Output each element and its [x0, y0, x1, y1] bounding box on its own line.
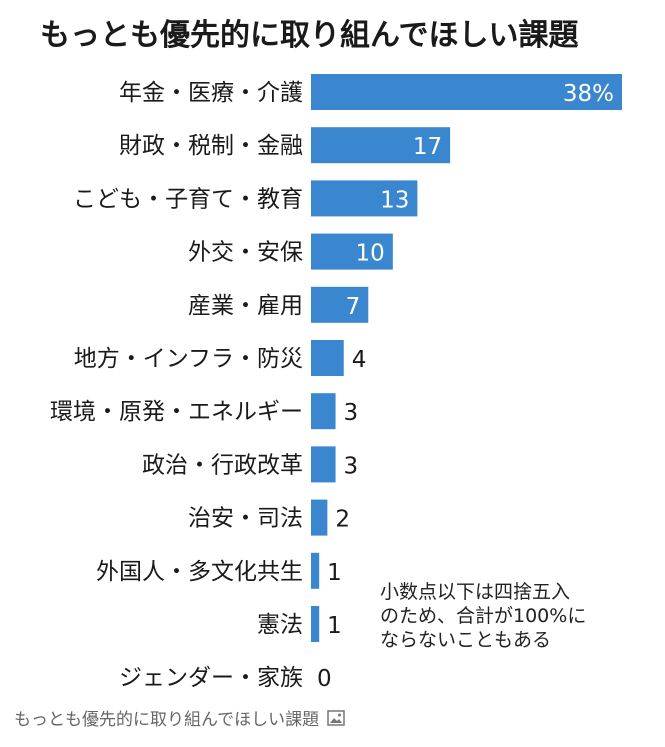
- value-label: 3: [344, 400, 359, 426]
- value-label: 1: [327, 560, 342, 586]
- category-label: 地方・インフラ・防災: [74, 346, 303, 372]
- caption-text: もっとも優先的に取り組んでほしい課題: [14, 710, 320, 730]
- category-label: 財政・税制・金融: [119, 133, 303, 159]
- category-label: 産業・雇用: [188, 293, 303, 319]
- category-label: 治安・司法: [188, 506, 303, 532]
- bar: [311, 499, 328, 536]
- value-label: 7: [346, 294, 361, 320]
- rounding-note: 小数点以下は四捨五入 のため、合計が100%に ならないこともある: [380, 581, 587, 651]
- bar: [311, 606, 320, 642]
- bar: [311, 340, 344, 376]
- category-label: 憲法: [257, 612, 303, 638]
- chart-title: もっとも優先的に取り組んでほしい課題: [40, 18, 579, 53]
- category-label: 外国人・多文化共生: [96, 559, 303, 585]
- image-icon[interactable]: [327, 709, 345, 726]
- bar: [311, 393, 336, 430]
- bar: [311, 233, 393, 270]
- category-label: 年金・医療・介護: [119, 80, 303, 106]
- value-label: 38%: [563, 81, 614, 107]
- value-label: 3: [344, 453, 359, 479]
- figure-caption: もっとも優先的に取り組んでほしい課題: [14, 705, 345, 730]
- category-label: 環境・原発・エネルギー: [50, 399, 303, 425]
- category-label: 外交・安保: [188, 240, 303, 266]
- value-label: 0: [317, 666, 332, 692]
- bar: [311, 180, 418, 217]
- value-label: 4: [352, 347, 367, 373]
- bar: [311, 446, 336, 483]
- bar: [311, 74, 622, 110]
- category-label: こども・子育て・教育: [73, 186, 303, 212]
- category-label: 政治・行政改革: [142, 452, 303, 478]
- bar: [311, 286, 369, 323]
- value-label: 2: [335, 507, 350, 533]
- category-label: ジェンダー・家族: [119, 665, 303, 691]
- bar: [311, 127, 451, 164]
- value-label: 10: [356, 241, 385, 267]
- value-label: 17: [413, 134, 442, 160]
- value-label: 1: [327, 613, 342, 639]
- value-label: 13: [380, 187, 409, 213]
- bar: [311, 552, 320, 589]
